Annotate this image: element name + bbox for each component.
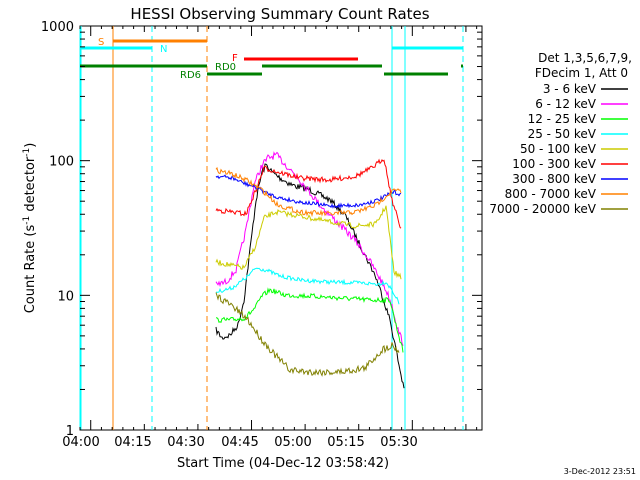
y-tick-label: 10 bbox=[57, 289, 74, 304]
x-axis-ticks: 04:00 04:15 04:30 04:45 05:00 05:15 05:30 bbox=[62, 26, 478, 450]
series-line bbox=[215, 205, 402, 280]
plot-frame bbox=[79, 25, 483, 431]
series-group bbox=[215, 151, 405, 389]
series-line bbox=[215, 166, 402, 218]
y-axis-ticks: 1 10 100 1000 bbox=[41, 20, 482, 439]
y-tick-label: 1 bbox=[66, 424, 74, 439]
y-tick-label: 1000 bbox=[41, 20, 74, 35]
legend-entry-label: 6 - 12 keV bbox=[535, 97, 597, 111]
legend-entry-label: 300 - 800 keV bbox=[512, 172, 596, 186]
x-axis-label: Start Time (04-Dec-12 03:58:42) bbox=[177, 456, 389, 471]
series-line bbox=[215, 267, 400, 305]
legend-header-line-1: Det 1,3,5,6,7,9, bbox=[538, 51, 632, 65]
x-tick-label: 04:00 bbox=[62, 435, 99, 450]
series-line bbox=[215, 163, 405, 389]
flag-label: RD0 bbox=[215, 62, 236, 73]
y-tick-label: 100 bbox=[49, 155, 74, 170]
series-line bbox=[215, 174, 402, 210]
date-stamp: 3-Dec-2012 23:51 bbox=[564, 467, 636, 476]
legend-entry-label: 50 - 100 keV bbox=[520, 142, 597, 156]
x-tick-label: 04:45 bbox=[221, 435, 258, 450]
flag-label: N bbox=[160, 44, 167, 55]
series-line bbox=[215, 158, 402, 229]
legend-entry-label: 12 - 25 keV bbox=[528, 112, 597, 126]
legend-entry-label: 3 - 6 keV bbox=[543, 82, 597, 96]
legend-entry-label: 7000 - 20000 keV bbox=[489, 202, 596, 216]
legend-entry-label: 100 - 300 keV bbox=[512, 157, 596, 171]
series-line bbox=[215, 287, 404, 353]
x-tick-label: 04:30 bbox=[167, 435, 204, 450]
flag-label: RD6 bbox=[180, 70, 201, 81]
legend-entry-label: 800 - 7000 keV bbox=[505, 187, 597, 201]
flag-label: F bbox=[232, 53, 238, 64]
series-line bbox=[215, 292, 400, 377]
legend-entry-label: 25 - 50 keV bbox=[528, 127, 597, 141]
legend: Det 1,3,5,6,7,9, FDecim 1, Att 0 3 - 6 k… bbox=[489, 51, 632, 216]
series-line bbox=[215, 151, 404, 346]
chart-title: HESSI Observing Summary Count Rates bbox=[130, 5, 429, 23]
x-tick-label: 05:30 bbox=[380, 435, 417, 450]
legend-header-line-2: FDecim 1, Att 0 bbox=[535, 66, 628, 80]
flag-label: S bbox=[98, 37, 104, 48]
x-tick-label: 04:15 bbox=[114, 435, 151, 450]
x-tick-label: 05:00 bbox=[274, 435, 311, 450]
x-tick-label: 05:15 bbox=[327, 435, 364, 450]
time-markers bbox=[79, 26, 464, 430]
y-axis-label: Count Rate (s-1 detector-1) bbox=[22, 143, 38, 314]
